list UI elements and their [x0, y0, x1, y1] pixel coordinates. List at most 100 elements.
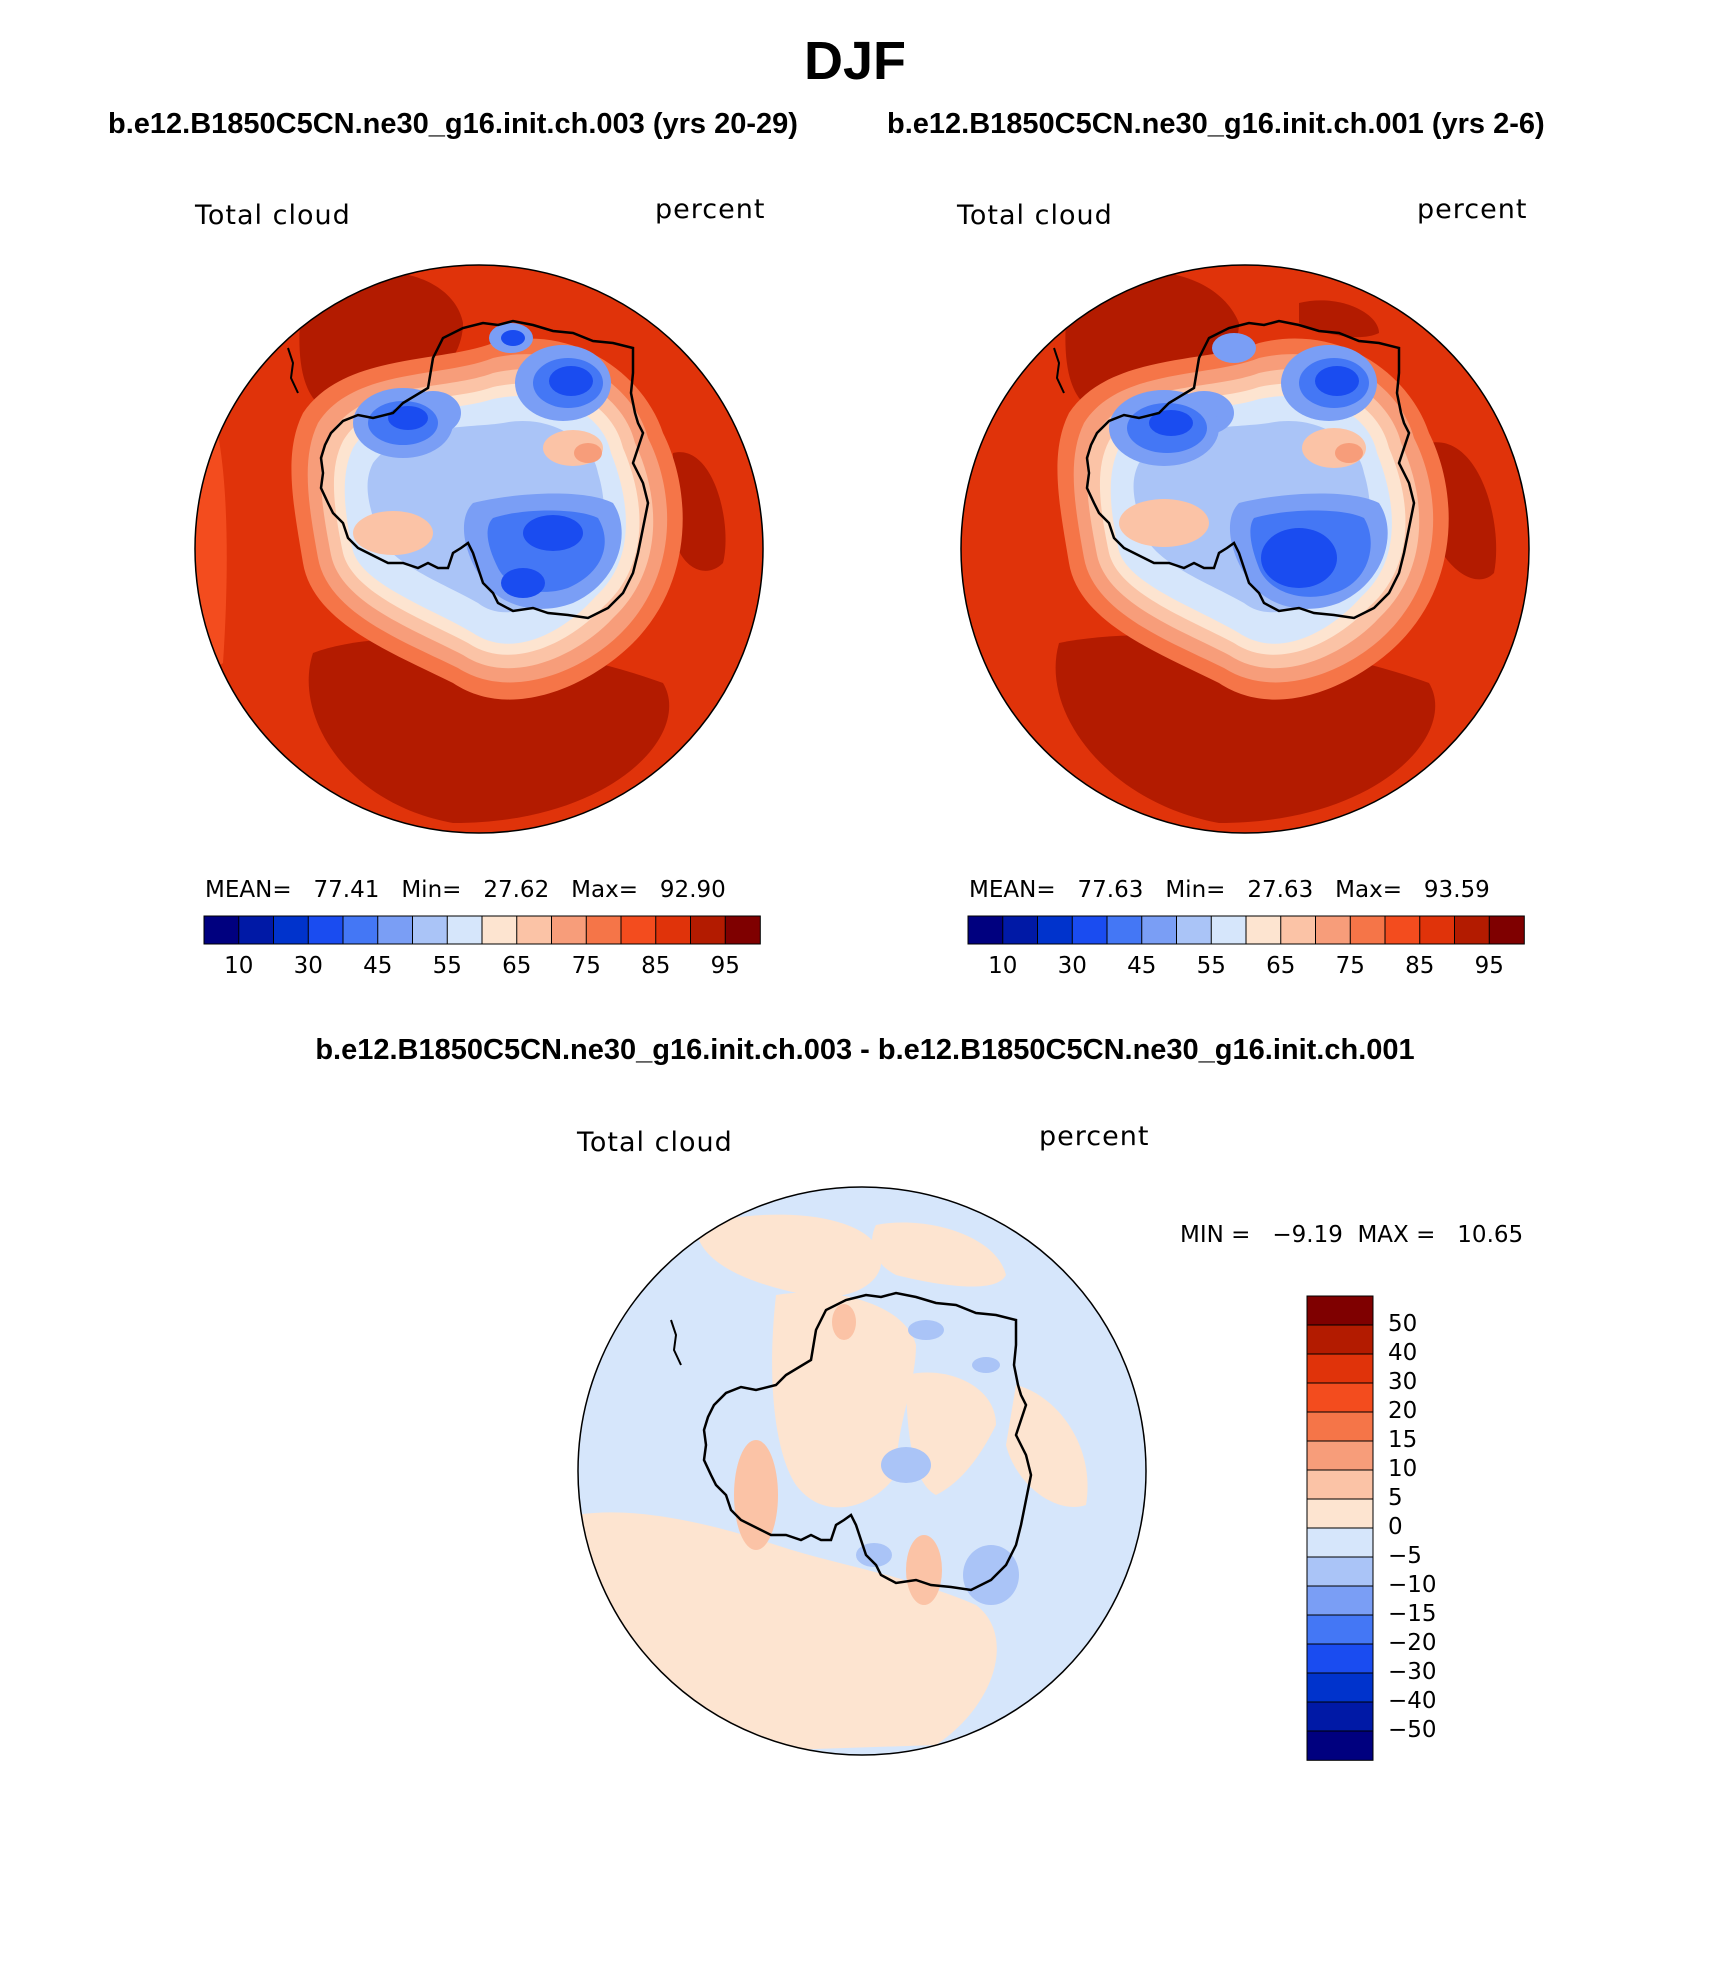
difference-colorbar-tick-label: 40 [1388, 1340, 1418, 1366]
panel-2-min-label: Min= [1165, 877, 1226, 903]
difference-colorbar-box [1306, 1701, 1374, 1732]
panel-1-colorbar-tick-label: 30 [293, 953, 323, 979]
panel-1-colorbar-box [516, 915, 553, 945]
panel-2-stats: MEAN= 77.63 Min= 27.63 Max= 93.59 [969, 877, 1490, 903]
panel-2-min-value: 27.63 [1247, 877, 1314, 903]
difference-colorbar-box [1306, 1498, 1374, 1529]
difference-colorbar-tick-label: −15 [1388, 1601, 1437, 1627]
peninsula-coast [287, 347, 299, 394]
difference-colorbar-box [1306, 1469, 1374, 1500]
high-cloud-region [308, 638, 670, 823]
difference-colorbar-tick-label: −40 [1388, 1688, 1437, 1714]
panel-1-colorbar-tick-label: 85 [641, 953, 671, 979]
coastline [702, 1291, 1033, 1592]
panel-1-min-label: Min= [401, 877, 462, 903]
difference-colorbar-box [1306, 1382, 1374, 1413]
panel-1-units-label: percent [655, 194, 766, 225]
difference-colorbar-tick-label: −50 [1388, 1717, 1437, 1743]
difference-colorbar-box [1306, 1556, 1374, 1587]
difference-colorbar-box [1306, 1353, 1374, 1384]
difference-colorbar-tick-label: −10 [1388, 1572, 1437, 1598]
difference-colorbar-tick-label: 20 [1388, 1398, 1418, 1424]
difference-colorbar-tick-label: 50 [1388, 1311, 1418, 1337]
panel-2-colorbar-tick-label: 75 [1335, 953, 1365, 979]
panel-2-colorbar-box [1384, 915, 1421, 945]
coastline [319, 319, 650, 620]
panel-2-map [960, 264, 1530, 834]
difference-colorbar-box [1306, 1527, 1374, 1558]
panel-2-colorbar-tick-label: 85 [1405, 953, 1435, 979]
panel-2-colorbar-tick-label: 45 [1127, 953, 1157, 979]
panel-2-colorbar-box [1176, 915, 1213, 945]
difference-colorbar-box [1306, 1614, 1374, 1645]
panel-2-header: b.e12.B1850C5CN.ne30_g16.init.ch.001 (yr… [887, 108, 1545, 140]
difference-colorbar-box [1306, 1411, 1374, 1442]
panel-2-colorbar-tick-label: 30 [1057, 953, 1087, 979]
panel-1-colorbar-box [238, 915, 275, 945]
panel-2-colorbar-box [1071, 915, 1108, 945]
panel-1-colorbar-box [620, 915, 657, 945]
difference-colorbar [1306, 1295, 1374, 1761]
difference-colorbar-tick-label: 0 [1388, 1514, 1403, 1540]
difference-header: b.e12.B1850C5CN.ne30_g16.init.ch.003 - b… [315, 1034, 1415, 1066]
peninsula-coast [1053, 347, 1065, 394]
peninsula-coast [670, 1319, 682, 1366]
panel-2-max-value: 93.59 [1423, 877, 1490, 903]
panel-1-colorbar-tick-label: 95 [710, 953, 740, 979]
panel-1-map [194, 264, 764, 834]
panel-1-colorbar-box [690, 915, 727, 945]
panel-2-colorbar-box [1037, 915, 1074, 945]
panel-1-colorbar-tick-label: 55 [432, 953, 462, 979]
panel-2-colorbar-box [1210, 915, 1247, 945]
difference-colorbar-box [1306, 1440, 1374, 1471]
panel-1-mean-label: MEAN= [205, 877, 292, 903]
panel-2-colorbar-box [1280, 915, 1317, 945]
difference-colorbar-tick-label: −5 [1388, 1543, 1422, 1569]
panel-1-colorbar-box [655, 915, 692, 945]
coastline [1085, 319, 1416, 620]
difference-colorbar-tick-label: 30 [1388, 1369, 1418, 1395]
difference-colorbar-box [1306, 1295, 1374, 1326]
map-boundary [194, 264, 764, 834]
panel-2-colorbar-box [1349, 915, 1386, 945]
panel-2-colorbar-box [1106, 915, 1143, 945]
difference-colorbar-box [1306, 1730, 1374, 1761]
panel-2-units-label: percent [1417, 194, 1528, 225]
panel-1-colorbar-box [724, 915, 761, 945]
panel-1-colorbar-tick-label: 10 [224, 953, 254, 979]
panel-2-max-label: Max= [1335, 877, 1402, 903]
panel-1-max-label: Max= [571, 877, 638, 903]
panel-2-mean-label: MEAN= [969, 877, 1056, 903]
panel-2-colorbar-tick-label: 65 [1266, 953, 1296, 979]
panel-1-colorbar-box [446, 915, 483, 945]
difference-colorbar-tick-label: 10 [1388, 1456, 1418, 1482]
panel-1-colorbar-tick-label: 75 [571, 953, 601, 979]
high-cloud-region [673, 452, 726, 571]
panel-1-colorbar-tick-label: 45 [363, 953, 393, 979]
panel-1-colorbar-box [307, 915, 344, 945]
panel-2-colorbar-box [1419, 915, 1456, 945]
panel-1-colorbar-box [203, 915, 240, 945]
panel-2-colorbar-box [1141, 915, 1178, 945]
panel-2-colorbar [967, 915, 1525, 945]
panel-2-colorbar-box [967, 915, 1004, 945]
main-title: DJF [803, 31, 906, 91]
difference-colorbar-box [1306, 1643, 1374, 1674]
panel-1-mean-value: 77.41 [313, 877, 380, 903]
panel-1-colorbar-box [273, 915, 310, 945]
panel-1-header: b.e12.B1850C5CN.ne30_g16.init.ch.003 (yr… [108, 108, 798, 140]
difference-stats: MIN = −9.19 MAX = 10.65 [1180, 1222, 1524, 1248]
panel-1-colorbar-box [585, 915, 622, 945]
panel-2-colorbar-tick-label: 10 [988, 953, 1018, 979]
panel-2-colorbar-tick-label: 55 [1196, 953, 1226, 979]
difference-colorbar-tick-label: −30 [1388, 1659, 1437, 1685]
map-boundary [577, 1186, 1147, 1756]
map-boundary [960, 264, 1530, 834]
difference-colorbar-box [1306, 1672, 1374, 1703]
panel-1-colorbar-box [342, 915, 379, 945]
panel-2-mean-value: 77.63 [1077, 877, 1144, 903]
panel-1-colorbar [203, 915, 761, 945]
panel-1-colorbar-tick-label: 65 [502, 953, 532, 979]
panel-2-colorbar-box [1315, 915, 1352, 945]
panel-2-colorbar-box [1002, 915, 1039, 945]
